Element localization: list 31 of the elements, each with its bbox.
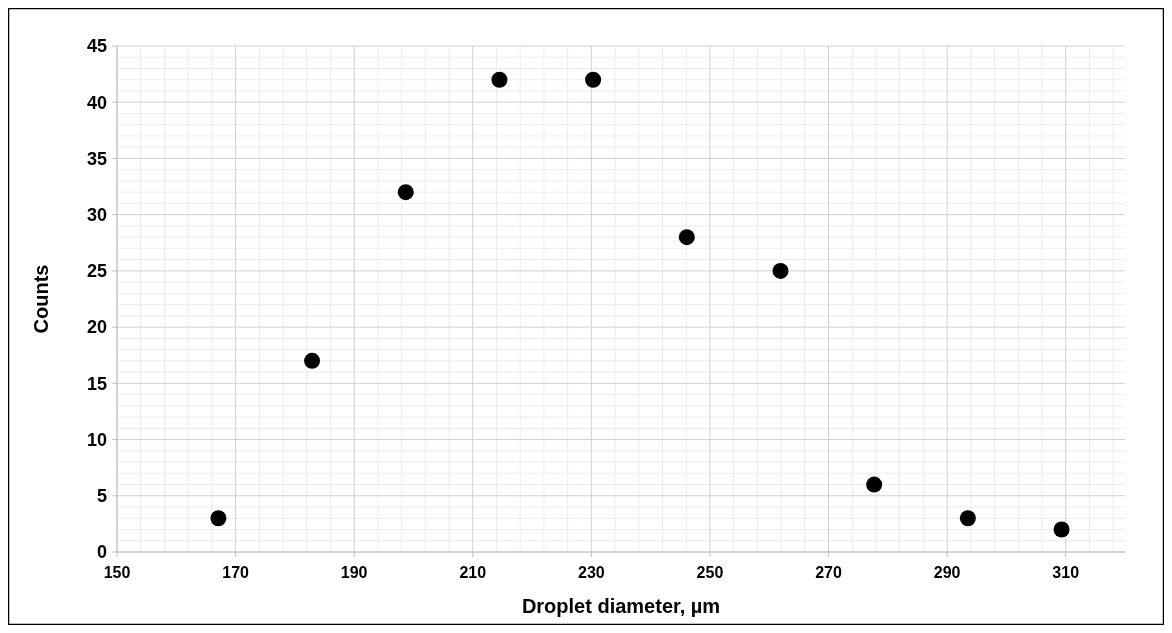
y-tick-label: 30 xyxy=(86,204,107,225)
point xyxy=(959,510,976,527)
point xyxy=(1053,521,1070,538)
x-axis-title: Droplet diameter, µm xyxy=(521,595,721,617)
y-axis-title: Counts xyxy=(30,264,52,334)
x-tick-label: 170 xyxy=(222,564,250,581)
x-tick-label: 310 xyxy=(1052,564,1080,581)
y-tick-label: 20 xyxy=(86,317,107,338)
point xyxy=(585,71,602,88)
x-tick-label: 210 xyxy=(459,564,487,581)
y-tick-label: 10 xyxy=(86,429,107,450)
y-tick-label: 0 xyxy=(96,542,107,563)
y-tick-label: 35 xyxy=(86,148,107,169)
point xyxy=(772,262,789,279)
point xyxy=(210,510,227,527)
x-tick-label: 290 xyxy=(933,564,961,581)
y-tick-label: 5 xyxy=(96,486,107,507)
x-tick-label: 250 xyxy=(696,564,724,581)
x-tick-label: 270 xyxy=(815,564,842,581)
point xyxy=(304,352,321,369)
x-tick-label: 190 xyxy=(340,564,368,581)
y-tick-label: 40 xyxy=(86,92,107,113)
y-tick-label: 25 xyxy=(86,261,107,282)
point xyxy=(397,184,414,201)
point xyxy=(491,71,508,88)
x-tick-label: 230 xyxy=(578,564,605,581)
point xyxy=(866,476,883,493)
y-tick-label: 15 xyxy=(86,373,107,394)
x-tick-label: 150 xyxy=(103,564,131,581)
y-tick-label: 45 xyxy=(86,36,107,57)
point xyxy=(678,229,695,246)
